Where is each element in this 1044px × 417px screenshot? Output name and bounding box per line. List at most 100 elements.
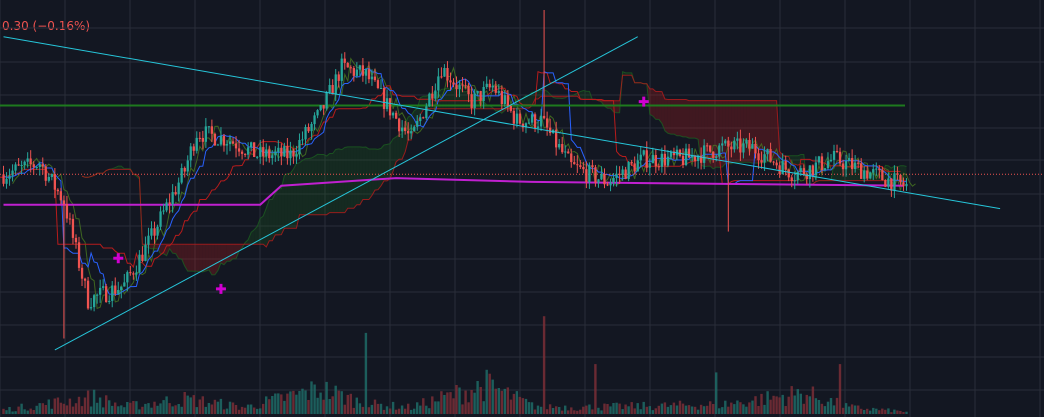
ichimoku-cloud xyxy=(692,100,696,139)
volume-bar xyxy=(721,407,724,414)
candle-body xyxy=(337,74,340,81)
candle-body xyxy=(760,160,763,163)
candle-body xyxy=(630,162,633,164)
candle-body xyxy=(582,167,585,170)
candle-body xyxy=(313,115,316,125)
candle-body xyxy=(866,170,869,179)
volume-bar xyxy=(44,405,47,414)
candle-body xyxy=(573,162,576,165)
candle-body xyxy=(579,165,582,167)
ichimoku-cloud xyxy=(773,100,777,160)
candle-body xyxy=(244,153,247,155)
volume-bar xyxy=(213,399,217,414)
volume-bar xyxy=(829,398,833,414)
candle-body xyxy=(83,278,87,281)
candle-body xyxy=(684,148,688,165)
candle-body xyxy=(718,145,721,157)
volume-bar xyxy=(74,403,78,414)
ichimoku-cloud xyxy=(387,143,391,181)
candle-body xyxy=(660,153,663,167)
volume-bar xyxy=(310,381,313,414)
ichimoku-cloud xyxy=(399,133,403,160)
volume-bar xyxy=(77,396,81,414)
candle-body xyxy=(826,161,830,169)
volume-bar xyxy=(65,405,69,414)
volume-bar xyxy=(902,412,905,414)
volume-bar xyxy=(778,397,781,414)
ichimoku-cloud xyxy=(187,244,191,272)
candle-body xyxy=(697,155,700,161)
volume-bar xyxy=(841,407,845,414)
candle-body xyxy=(615,173,618,178)
volume-bar xyxy=(476,381,479,414)
candle-body xyxy=(666,156,670,166)
volume-bar xyxy=(857,405,860,414)
volume-bar xyxy=(467,402,470,414)
volume-bar xyxy=(400,405,404,414)
candle-body xyxy=(633,163,636,172)
candle-body xyxy=(147,235,150,245)
volume-bar xyxy=(654,408,657,414)
volume-bar xyxy=(491,379,494,414)
volume-bar xyxy=(775,396,778,414)
candle-body xyxy=(256,156,259,158)
volume-bar xyxy=(165,396,168,414)
candle-body xyxy=(398,118,401,132)
candle-body xyxy=(153,228,156,236)
candle-body xyxy=(262,147,265,157)
candle-body xyxy=(603,174,606,185)
candle-body xyxy=(796,172,799,181)
volume-bar xyxy=(23,409,26,414)
candle-body xyxy=(346,63,349,68)
candle-body xyxy=(428,93,431,107)
ichimoku-cloud xyxy=(344,146,348,213)
candle-body xyxy=(706,145,709,147)
volume-bar xyxy=(627,406,630,414)
candle-body xyxy=(506,95,509,106)
candle-body xyxy=(419,117,422,122)
volume-bar xyxy=(268,399,271,414)
candle-body xyxy=(600,174,603,180)
candle-body xyxy=(80,267,84,279)
volume-bar xyxy=(201,396,204,414)
candle-body xyxy=(219,135,223,145)
volume-bar xyxy=(808,396,811,414)
ichimoku-cloud xyxy=(528,92,533,109)
volume-bar xyxy=(431,396,434,414)
ichimoku-cloud xyxy=(583,90,587,100)
candle-body xyxy=(636,160,639,172)
candle-body xyxy=(730,146,733,150)
volume-bar xyxy=(660,403,664,414)
candle-body xyxy=(96,294,99,296)
ichimoku-cloud xyxy=(368,148,372,200)
volume-bar xyxy=(567,410,570,414)
volume-bar xyxy=(669,405,673,414)
candle-body xyxy=(8,175,11,179)
ichimoku-cloud xyxy=(673,99,677,136)
volume-bar xyxy=(394,409,398,414)
volume-bar xyxy=(461,404,464,414)
volume-bar xyxy=(108,400,111,414)
ichimoku-cloud xyxy=(233,244,237,259)
candle-body xyxy=(416,121,419,127)
volume-bar xyxy=(893,409,896,414)
candle-body xyxy=(379,88,383,89)
candle-body xyxy=(844,161,848,170)
volume-bar xyxy=(304,390,307,414)
candle-body xyxy=(500,91,503,104)
candle-body xyxy=(391,112,395,116)
volume-bar xyxy=(757,406,760,414)
candle-body xyxy=(373,76,377,81)
volume-bar xyxy=(464,390,467,414)
volume-bar xyxy=(860,408,863,414)
ichimoku-cloud xyxy=(465,90,469,109)
volume-bar xyxy=(470,390,473,414)
candle-body xyxy=(382,88,386,109)
candle-body xyxy=(521,123,525,128)
ichimoku-cloud xyxy=(695,100,699,140)
candle-body xyxy=(20,165,23,166)
candle-body xyxy=(527,122,531,124)
candle-body xyxy=(479,91,482,101)
volume-bar xyxy=(799,393,802,414)
